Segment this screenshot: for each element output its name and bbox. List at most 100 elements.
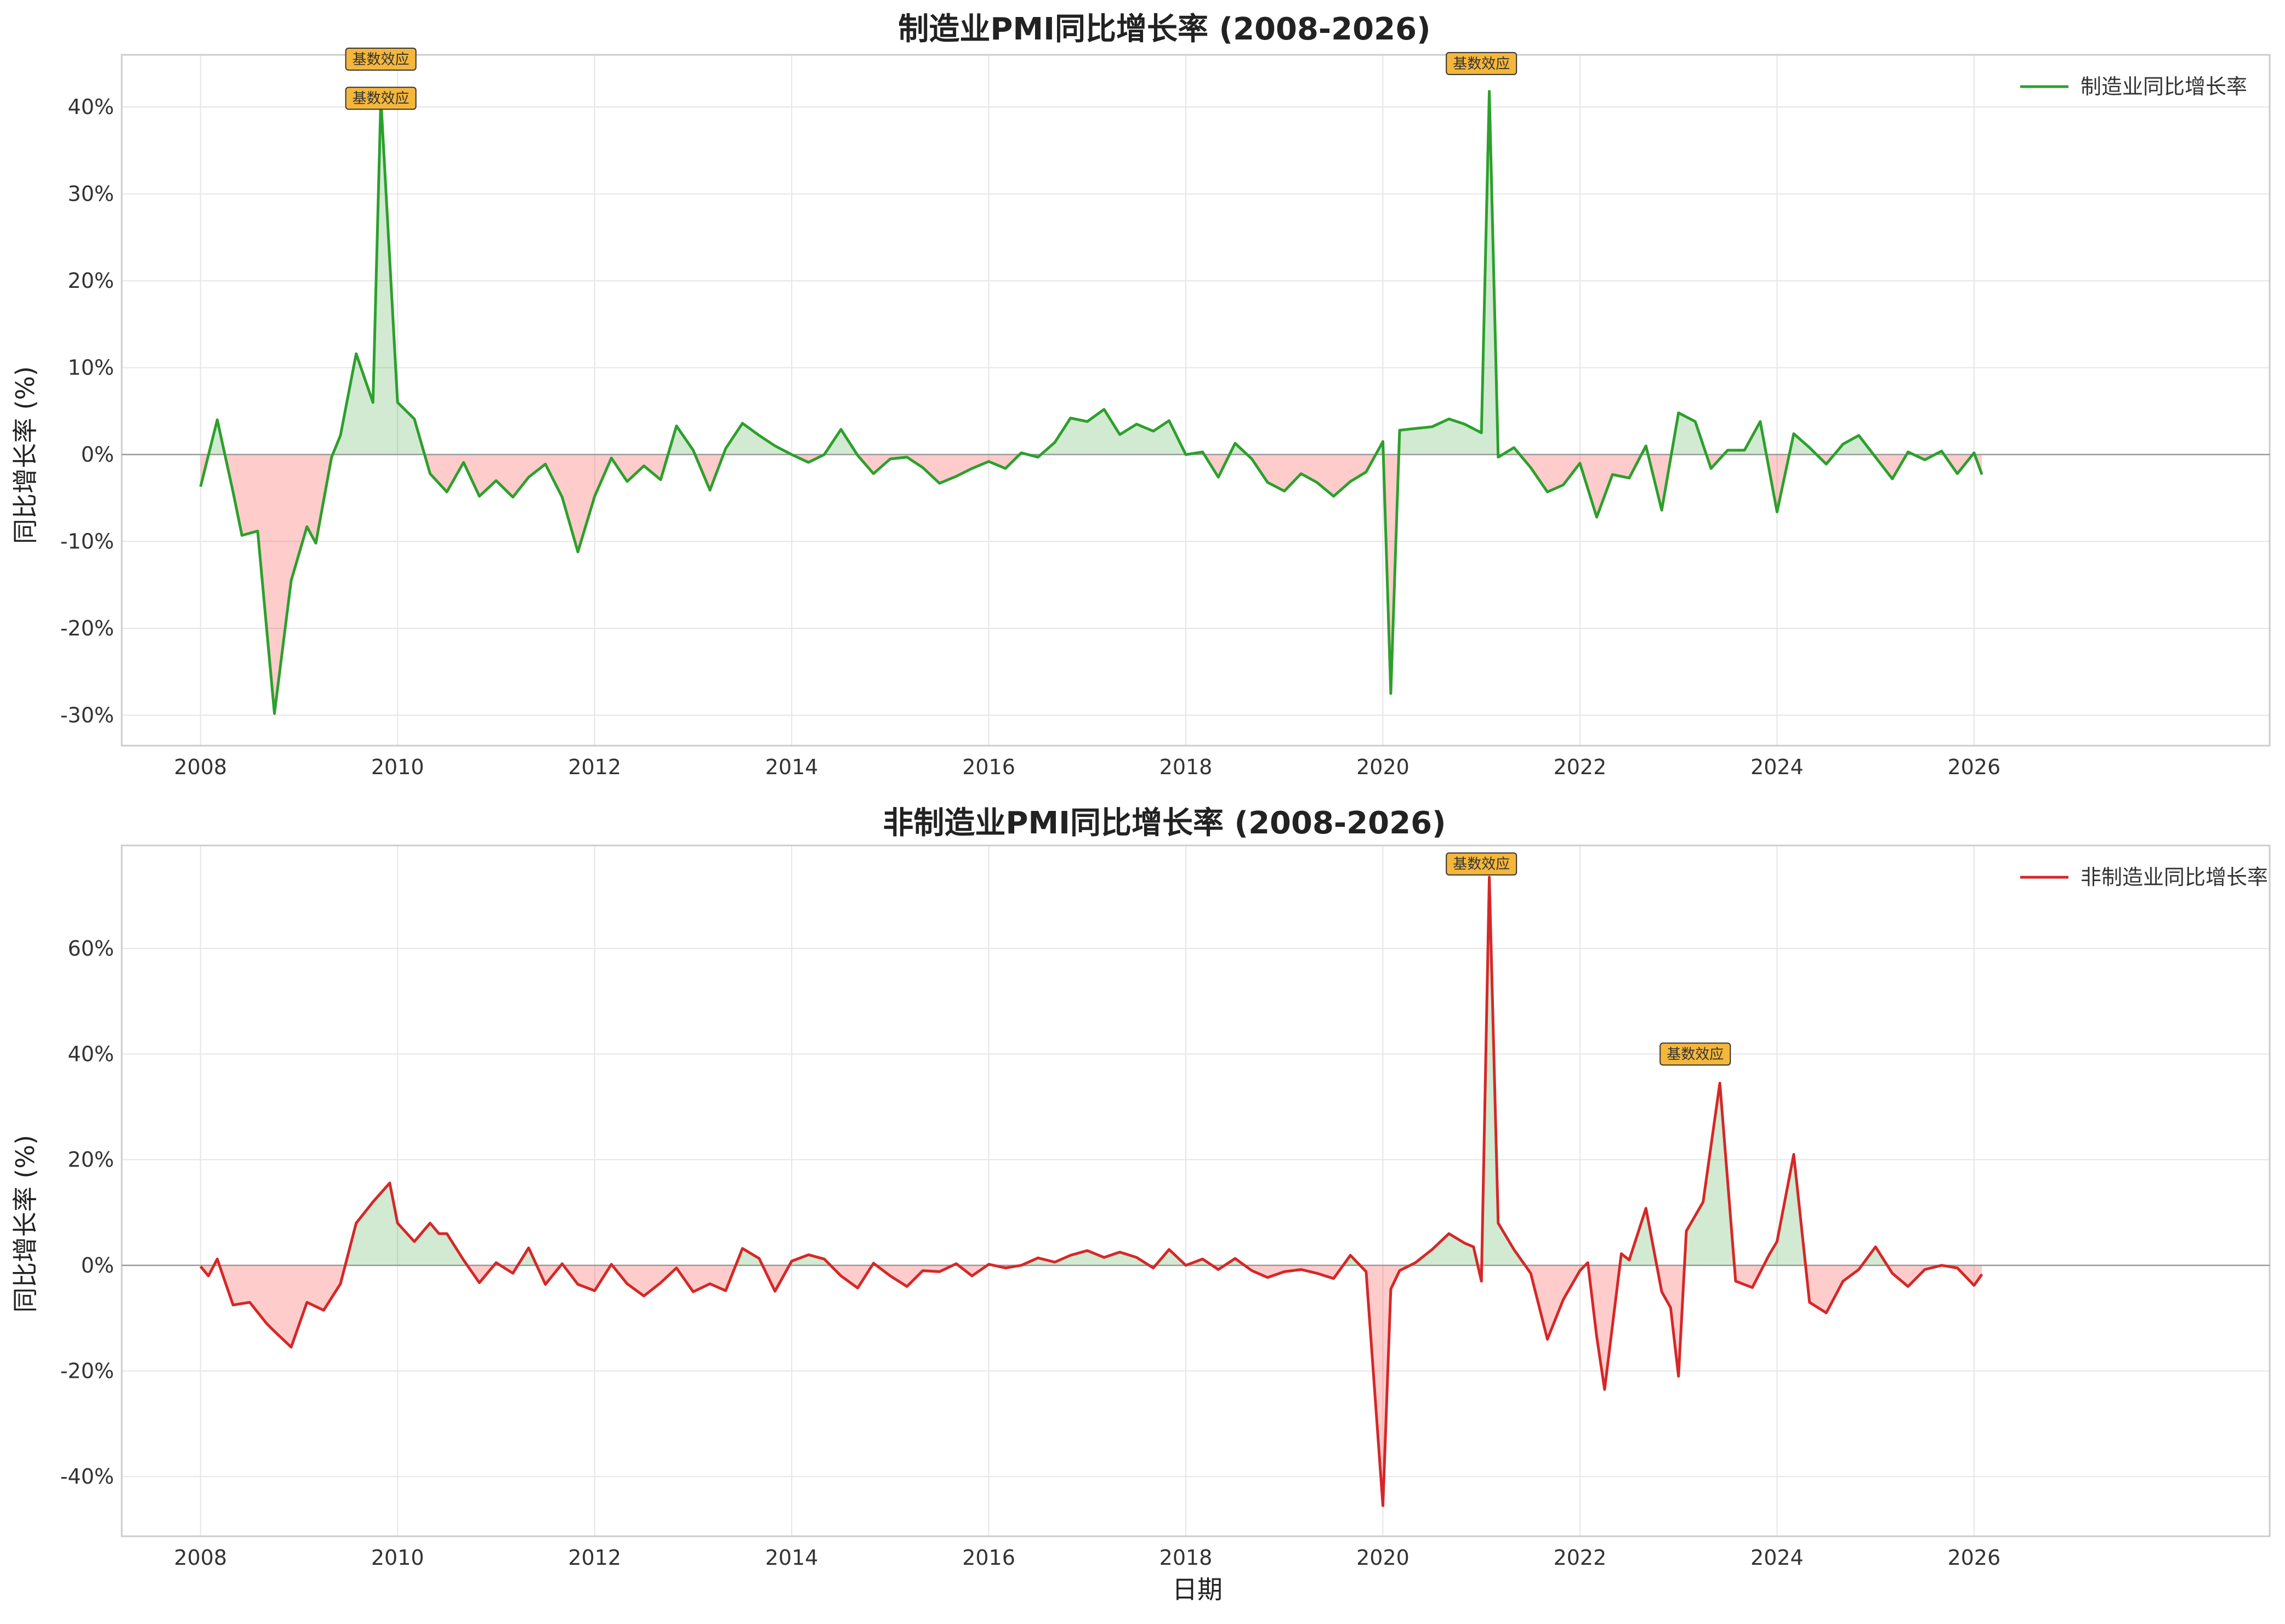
negative-area [762, 1265, 789, 1292]
negative-area [1360, 1265, 1411, 1506]
data-point [1349, 1254, 1352, 1257]
data-point [199, 1265, 202, 1268]
data-point [790, 453, 793, 456]
x-axis-label: 日期 [1172, 1575, 1223, 1604]
positive-area [345, 1183, 468, 1265]
data-point [1857, 434, 1861, 437]
data-point [1973, 1284, 1976, 1287]
data-point [1750, 1286, 1754, 1289]
annotation-label: 基数效应 [353, 90, 410, 107]
data-point [1808, 1301, 1811, 1304]
data-point [1660, 1290, 1663, 1293]
data-point [1546, 490, 1549, 493]
data-point [1824, 462, 1828, 465]
data-point [938, 1270, 941, 1273]
y-tick-label: 30% [68, 182, 114, 206]
y-tick-label: 0% [81, 442, 114, 467]
data-point [1414, 427, 1417, 430]
data-point [659, 478, 662, 481]
positive-area [1671, 412, 1707, 455]
data-point [970, 1274, 974, 1277]
data-point [1792, 1153, 1795, 1156]
positive-area [332, 98, 425, 455]
negative-area [424, 455, 668, 552]
data-point [437, 1232, 441, 1235]
data-point [396, 401, 399, 404]
data-point [1513, 446, 1516, 449]
x-tick-label: 2008 [174, 755, 227, 779]
data-point [1792, 432, 1795, 435]
data-point [807, 1253, 810, 1257]
fill-areas [200, 91, 1982, 714]
annotation-box [1659, 1042, 1731, 1066]
data-point [256, 530, 259, 533]
data-point [1135, 423, 1138, 426]
data-point [1349, 480, 1352, 483]
data-point [560, 1262, 564, 1265]
data-point [1398, 429, 1401, 432]
data-point [1561, 1298, 1565, 1301]
annotation-label: 基数效应 [1667, 1047, 1724, 1063]
data-point [1020, 451, 1023, 455]
data-point [987, 460, 991, 463]
data-point [289, 1345, 293, 1349]
data-point [1923, 458, 1926, 462]
negative-area [1943, 455, 1973, 474]
data-point [1857, 1268, 1861, 1271]
data-point [1586, 1261, 1589, 1264]
data-point [1234, 1257, 1237, 1260]
data-point [1759, 420, 1762, 423]
data-point [1102, 1256, 1106, 1259]
data-point [1644, 444, 1647, 447]
x-tick-label: 2020 [1356, 755, 1409, 779]
data-point [445, 490, 448, 493]
data-point [413, 1240, 416, 1243]
negative-area [1525, 1265, 1585, 1339]
data-point [1824, 1311, 1828, 1315]
x-tick-label: 2022 [1554, 755, 1607, 779]
data-point [1513, 1248, 1516, 1251]
negative-area [857, 455, 1020, 484]
data-point [1980, 473, 1983, 476]
data-point [1726, 448, 1730, 452]
data-point [1841, 442, 1845, 446]
data-point [1299, 472, 1303, 475]
data-point [691, 1290, 695, 1293]
data-point [511, 1271, 515, 1275]
gridlines [122, 845, 2270, 1536]
data-point [355, 352, 358, 355]
y-tick-label: 20% [68, 269, 114, 293]
positive-area [1834, 435, 1874, 455]
data-point [1201, 1257, 1204, 1260]
negative-area [225, 455, 333, 714]
data-point [741, 1247, 744, 1250]
data-point [610, 456, 613, 459]
data-point [1611, 473, 1614, 476]
y-tick-label: 40% [68, 1042, 114, 1066]
data-point [1381, 440, 1384, 443]
data-point [273, 1330, 276, 1333]
x-tick-label: 2024 [1750, 1546, 1804, 1570]
data-point [1332, 1277, 1335, 1280]
y-axis-label: 同比增长率 (%) [10, 1135, 40, 1313]
data-point [1463, 1241, 1467, 1245]
data-point [1578, 462, 1582, 465]
data-point [215, 1257, 219, 1260]
chart-title: 制造业PMI同比增长率 (2008-2026) [898, 12, 1430, 47]
data-point [1956, 1267, 1959, 1270]
data-point [1718, 1081, 1721, 1084]
data-point [1923, 1268, 1926, 1271]
negative-area [695, 455, 724, 491]
data-point [1702, 1200, 1705, 1203]
x-tick-label: 2018 [1159, 1546, 1213, 1570]
y-tick-label: -30% [60, 703, 114, 728]
data-point [207, 1274, 210, 1277]
data-point [322, 1309, 325, 1312]
data-point [1266, 481, 1269, 484]
data-point [708, 489, 712, 492]
data-point [610, 1263, 613, 1266]
data-point [691, 448, 695, 452]
x-tick-label: 2012 [568, 1546, 621, 1570]
data-point [1102, 408, 1106, 411]
gridlines [122, 55, 2270, 746]
